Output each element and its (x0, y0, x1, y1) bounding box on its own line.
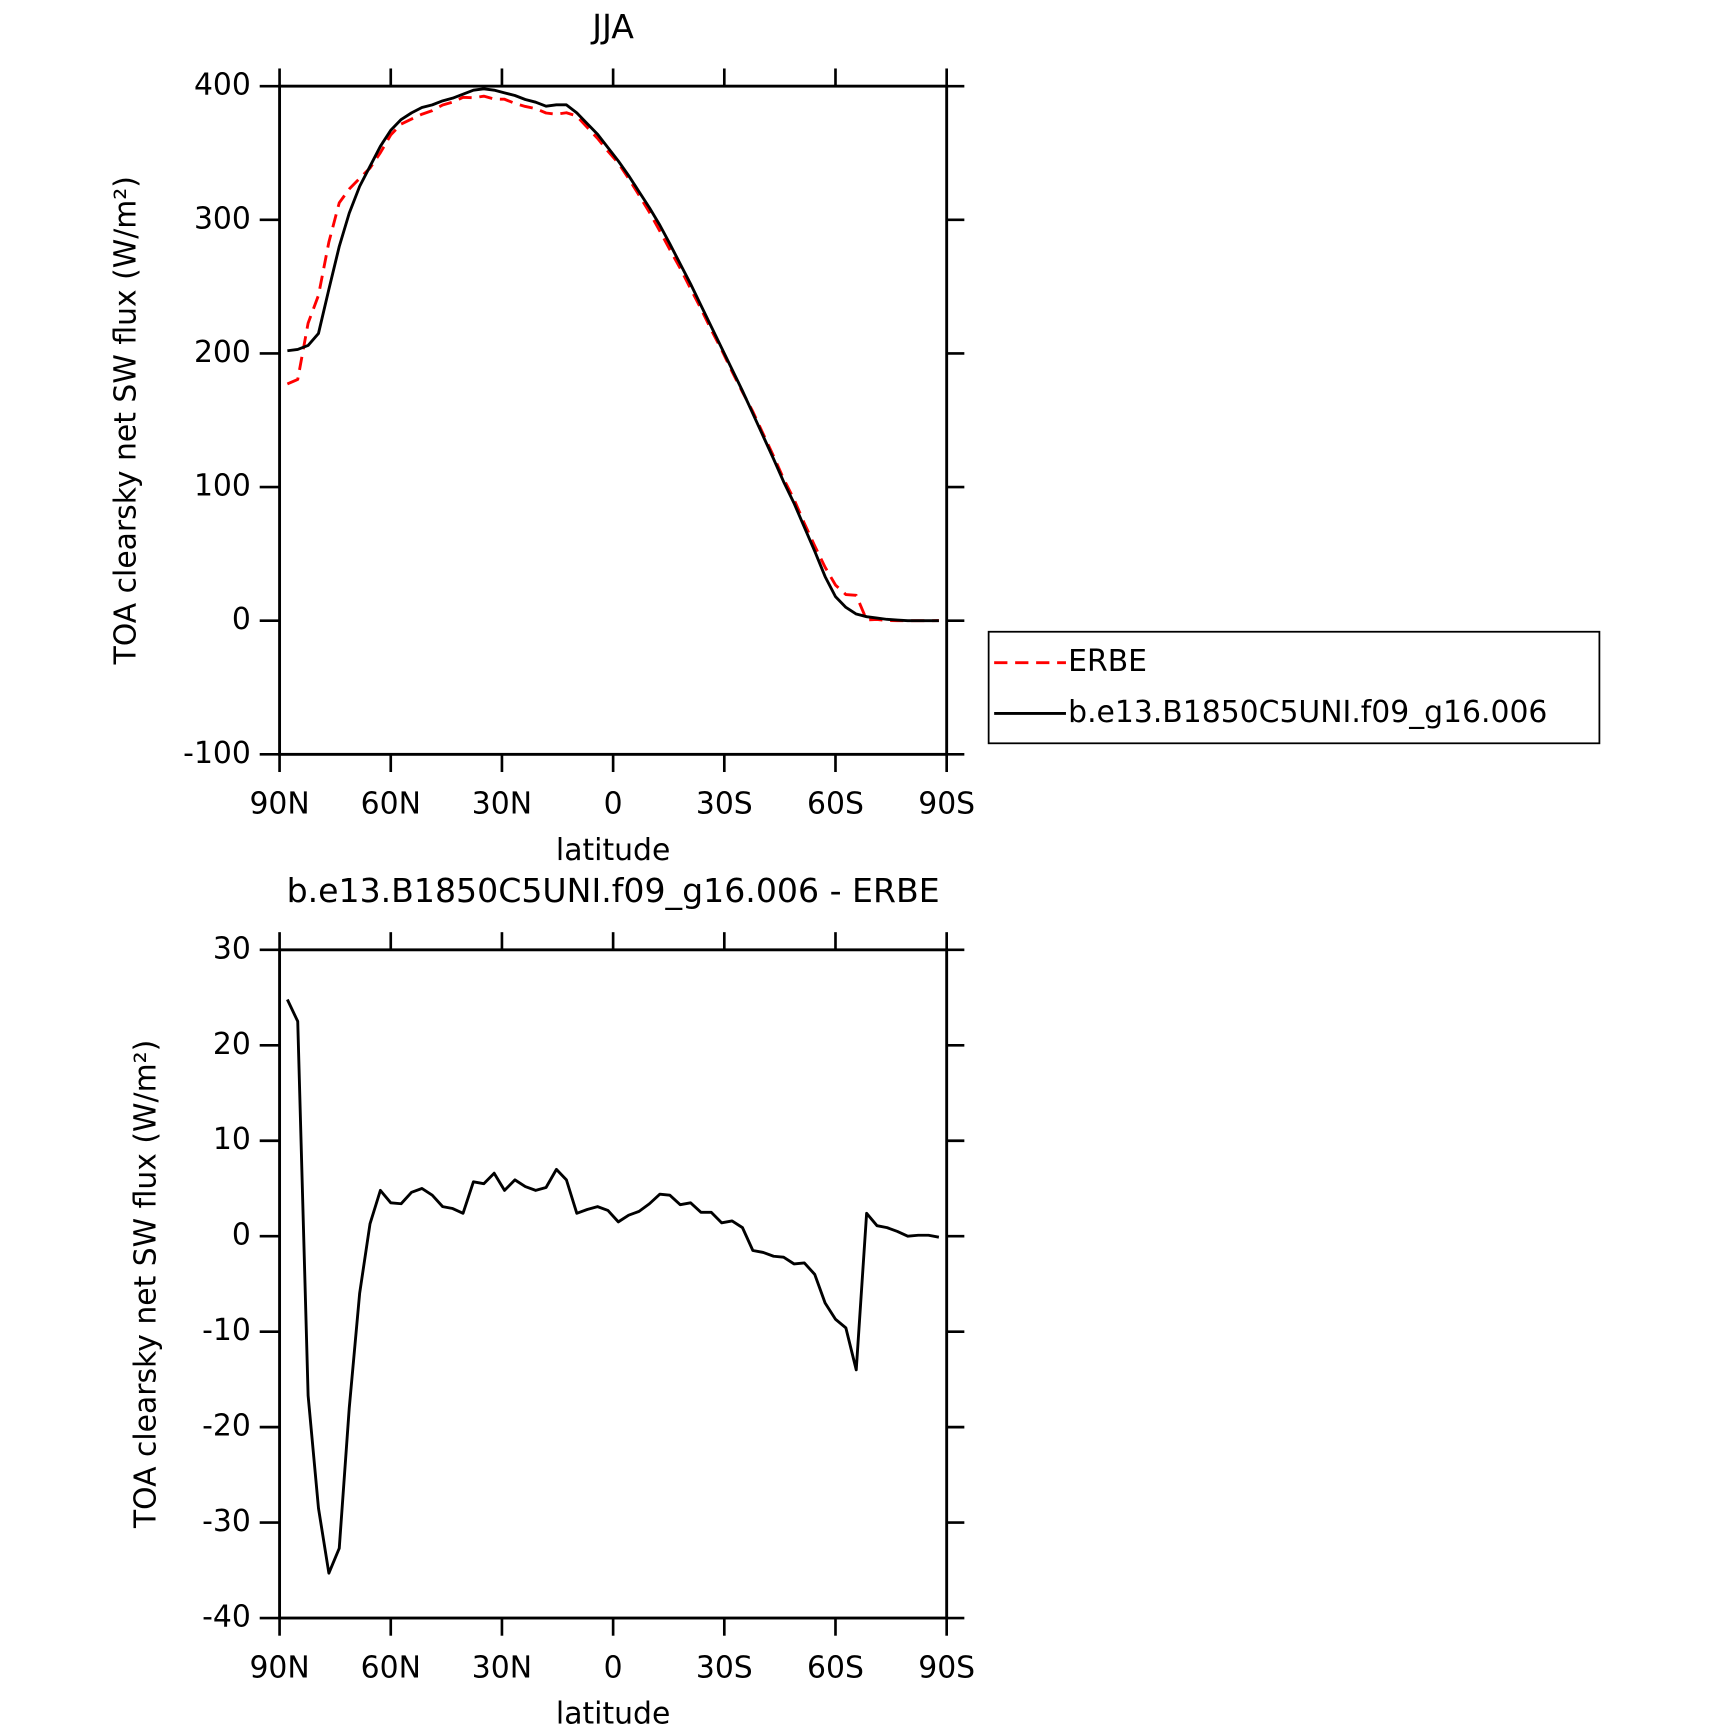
legend: ERBE b.e13.B1850C5UNI.f09_g16.006 (987, 630, 1601, 745)
y-tick-label: 300 (194, 201, 251, 236)
plot-frame (278, 84, 949, 756)
x-tick-label: 0 (604, 1650, 623, 1685)
x-tick-label: 90N (249, 787, 309, 822)
y-tick-label: 30 (213, 931, 251, 966)
x-tick-label: 30S (696, 1650, 753, 1685)
y-tick-label: 10 (213, 1122, 251, 1157)
x-axis-label: latitude (556, 833, 670, 868)
data-line (286, 94, 939, 623)
x-tick-label: 30S (696, 787, 753, 822)
x-tick-label: 60N (361, 787, 421, 822)
y-tick-label: -40 (202, 1600, 251, 1635)
x-tick-label: 90S (918, 787, 975, 822)
y-tick-label: -30 (202, 1504, 251, 1539)
y-tick-label: 200 (194, 335, 251, 370)
legend-box (987, 630, 1601, 745)
x-tick-label: 60N (361, 1650, 421, 1685)
y-tick-label: 0 (232, 602, 251, 637)
x-axis-label: latitude (556, 1697, 670, 1732)
y-axis-label: TOA clearsky net SW flux (W/m²) (109, 176, 144, 665)
x-tick-label: 90S (918, 1650, 975, 1685)
chart-title: JJA (590, 7, 634, 46)
y-tick-label: 0 (232, 1218, 251, 1253)
x-tick-label: 0 (604, 787, 623, 822)
data-line (286, 998, 940, 1575)
x-tick-label: 30N (472, 787, 532, 822)
y-tick-label: 20 (213, 1027, 251, 1062)
x-tick-label: 30N (472, 1650, 532, 1685)
y-tick-label: 400 (194, 68, 251, 103)
chart-title: b.e13.B1850C5UNI.f09_g16.006 - ERBE (287, 871, 940, 910)
y-tick-label: -10 (202, 1313, 251, 1348)
plot-frame (278, 948, 949, 1620)
x-tick-label: 60S (807, 787, 864, 822)
y-tick-label: -100 (183, 736, 251, 771)
data-line (287, 87, 939, 623)
legend-label: ERBE (1068, 644, 1147, 679)
x-tick-label: 90N (249, 1650, 309, 1685)
legend-label: b.e13.B1850C5UNI.f09_g16.006 (1068, 695, 1547, 730)
y-tick-label: 100 (194, 469, 251, 504)
x-tick-label: 60S (807, 1650, 864, 1685)
y-tick-label: -20 (202, 1409, 251, 1444)
y-axis-label: TOA clearsky net SW flux (W/m²) (129, 1040, 164, 1529)
